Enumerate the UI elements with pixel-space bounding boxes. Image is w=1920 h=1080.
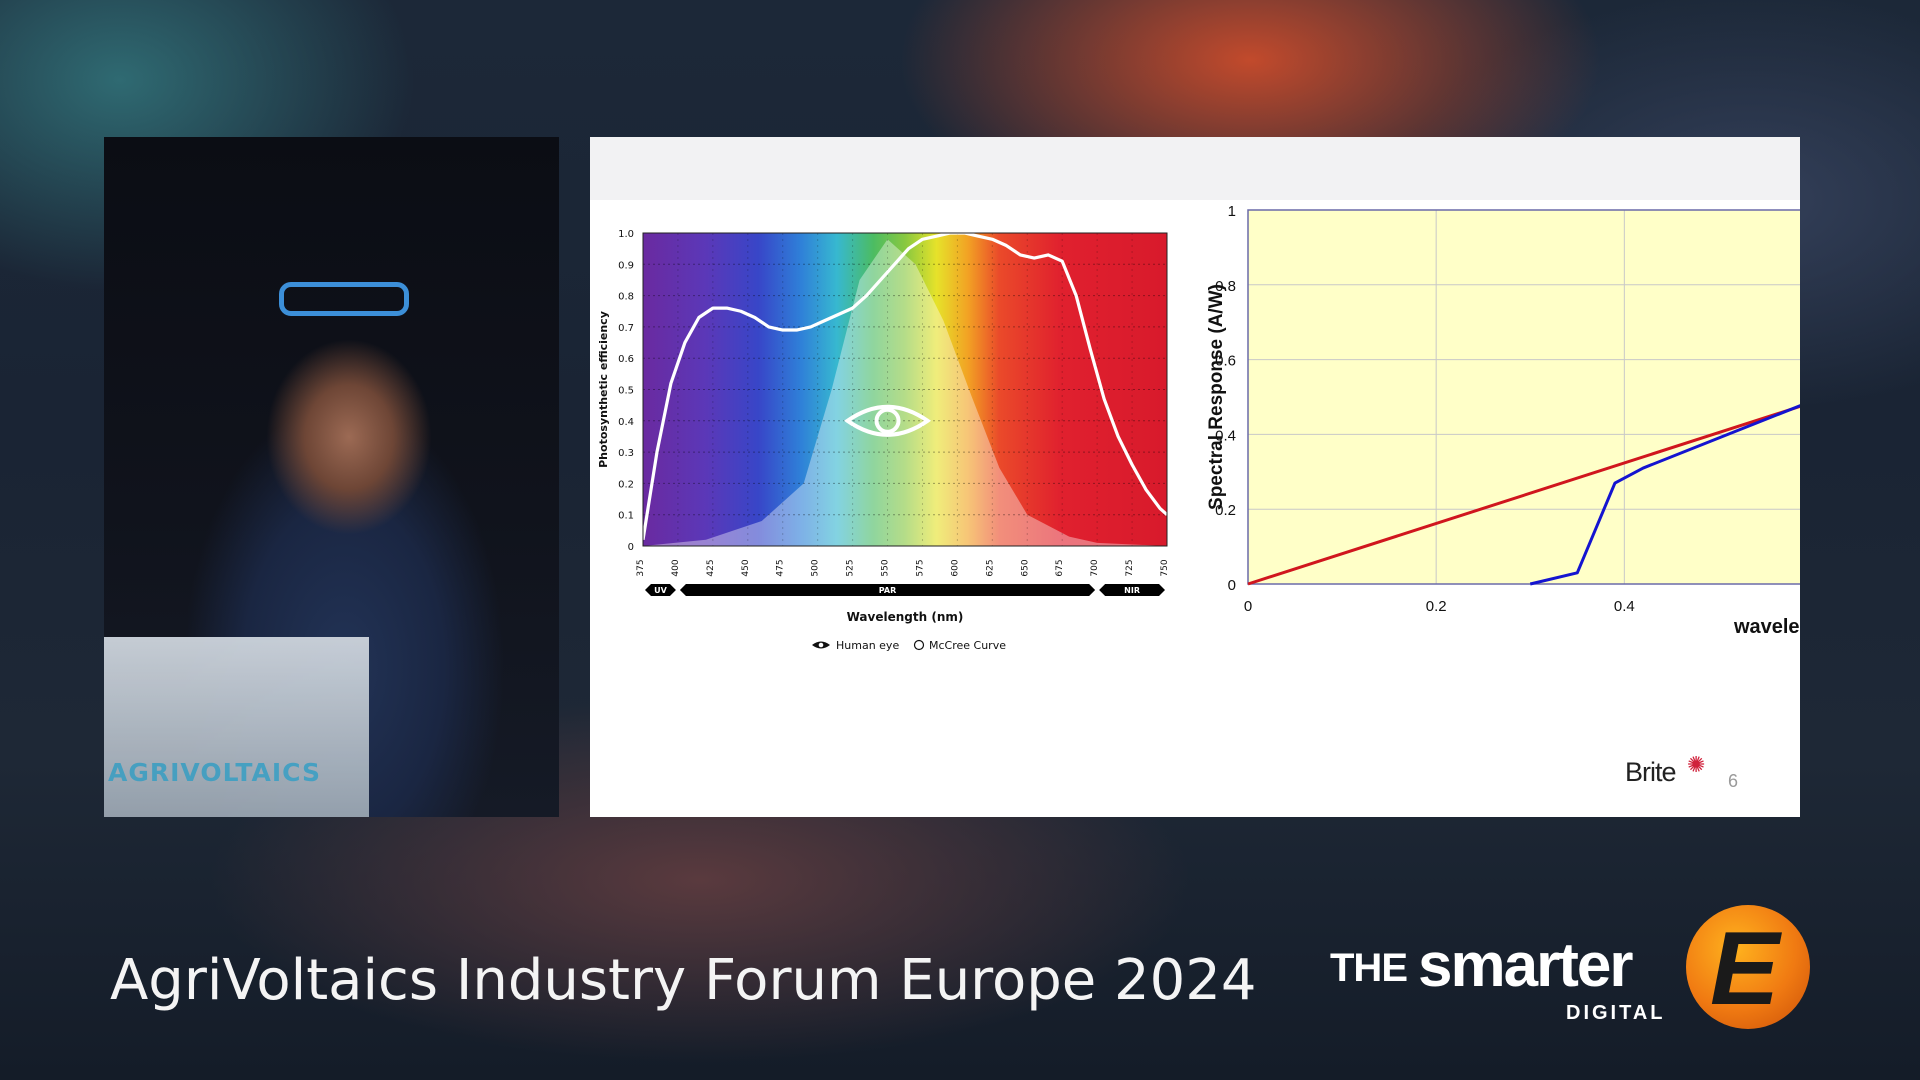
plot-background — [1248, 210, 1800, 584]
y-tick-label: 1 — [1228, 203, 1236, 220]
x-tick-label: 675 — [1055, 559, 1065, 576]
x-tick-label: 650 — [1020, 559, 1030, 576]
y-tick-label: 0.2 — [1215, 502, 1236, 519]
y-tick-label: 0.9 — [618, 260, 634, 271]
logo-badge-icon — [1686, 905, 1810, 1029]
y-tick-label: 0.7 — [618, 323, 634, 334]
x-tick-label: 0 — [1244, 598, 1252, 615]
x-axis-label: wavelength (µm) — [1733, 616, 1800, 638]
y-tick-label: 0.6 — [1215, 353, 1236, 370]
band-bar — [1099, 584, 1165, 596]
band-label: PAR — [879, 586, 896, 595]
spectrum-background — [643, 233, 1167, 546]
y-axis-label: Spectral Response (A/W) — [1206, 284, 1227, 510]
speaker-video: AGRIVOLTAICS — [104, 137, 559, 817]
eye-pupil-icon — [874, 407, 901, 434]
x-tick-label: 375 — [636, 559, 646, 576]
y-tick-label: 1.0 — [618, 229, 634, 240]
spectral-response-chart: 00.20.40.60.811.200.20.40.60.81wavelengt… — [1206, 203, 1800, 638]
x-tick-label: 550 — [881, 559, 891, 576]
x-tick-label: 750 — [1160, 559, 1170, 576]
y-tick-label: 0.8 — [1215, 278, 1236, 295]
y-tick-label: 0.6 — [618, 354, 634, 365]
x-tick-label: 0.4 — [1614, 598, 1635, 615]
logo-badge-letter: E — [1710, 911, 1780, 1027]
y-tick-label: 0.3 — [618, 448, 634, 459]
podium-label: AGRIVOLTAICS — [108, 758, 321, 787]
band-label: UV — [654, 586, 667, 595]
plot-frame — [1247, 209, 1800, 585]
series-measured-cell — [1529, 404, 1800, 586]
x-axis-label: Wavelength (nm) — [847, 610, 964, 624]
x-tick-label: 0.2 — [1426, 598, 1447, 615]
x-tick-label: 450 — [741, 559, 751, 576]
podium: AGRIVOLTAICS — [104, 637, 369, 817]
speaker-glasses — [279, 282, 409, 316]
logo-the: THE — [1330, 946, 1408, 990]
event-title: AgriVoltaics Industry Forum Europe 2024 — [110, 948, 1257, 1013]
presentation-slide: 0 0.1 0.2 0.3 0.4 0.5 0.6 0.7 0.8 0.9 1.0 375 400 425… — [590, 137, 1800, 817]
y-tick-label: 0.4 — [618, 417, 634, 428]
legend-item-human-eye: Human eye — [836, 639, 899, 652]
x-tick-label: 525 — [846, 559, 856, 576]
plot-frame — [642, 232, 1168, 547]
x-tick-label: 600 — [950, 559, 960, 576]
legend-eye-pupil-icon — [818, 642, 824, 648]
slide-page-number: 6 — [1728, 771, 1739, 791]
logo-smarter: smarter — [1418, 931, 1633, 1000]
x-tick-label: 725 — [1125, 559, 1135, 576]
y-tick-label: 0 — [1228, 577, 1236, 594]
smarter-digital-logo: THE smarter DIGITAL E — [1330, 900, 1830, 1030]
y-tick-label: 0.4 — [1215, 427, 1236, 444]
y-axis-label: Photosynthetic efficiency — [597, 311, 610, 468]
slide-header-bar — [590, 137, 1800, 200]
x-tick-label: 575 — [915, 559, 925, 576]
brite-logo: Brite — [1625, 757, 1677, 787]
x-tick-label: 500 — [811, 559, 821, 576]
x-tick-label: 475 — [776, 559, 786, 576]
legend-circle-icon — [913, 639, 925, 651]
eye-icon — [844, 404, 932, 437]
logo-digital: DIGITAL — [1566, 1002, 1666, 1024]
y-tick-label: 0.1 — [618, 511, 634, 522]
band-bar — [645, 584, 676, 596]
photosynthetic-efficiency-chart: 0 0.1 0.2 0.3 0.4 0.5 0.6 0.7 0.8 0.9 1.0 375 400 425… — [597, 229, 1170, 652]
x-tick-label: 625 — [985, 559, 995, 576]
series-human-eye-area — [643, 239, 1167, 546]
y-tick-label: 0.2 — [618, 479, 634, 490]
series-mccree-curve — [641, 231, 1169, 540]
y-tick-label: 0.8 — [618, 292, 634, 303]
y-tick-label: 0 — [628, 542, 634, 553]
band-label: NIR — [1124, 586, 1140, 595]
x-tick-label: 700 — [1090, 559, 1100, 576]
brite-burst-icon: ✺ — [1687, 753, 1706, 778]
legend-item-mccree: McCree Curve — [929, 639, 1006, 652]
x-tick-label: 425 — [706, 559, 716, 576]
y-tick-label: 0.5 — [618, 386, 634, 397]
series-ideal-cell — [1247, 404, 1800, 586]
x-tick-label: 400 — [671, 559, 681, 576]
band-bar — [679, 584, 1096, 596]
